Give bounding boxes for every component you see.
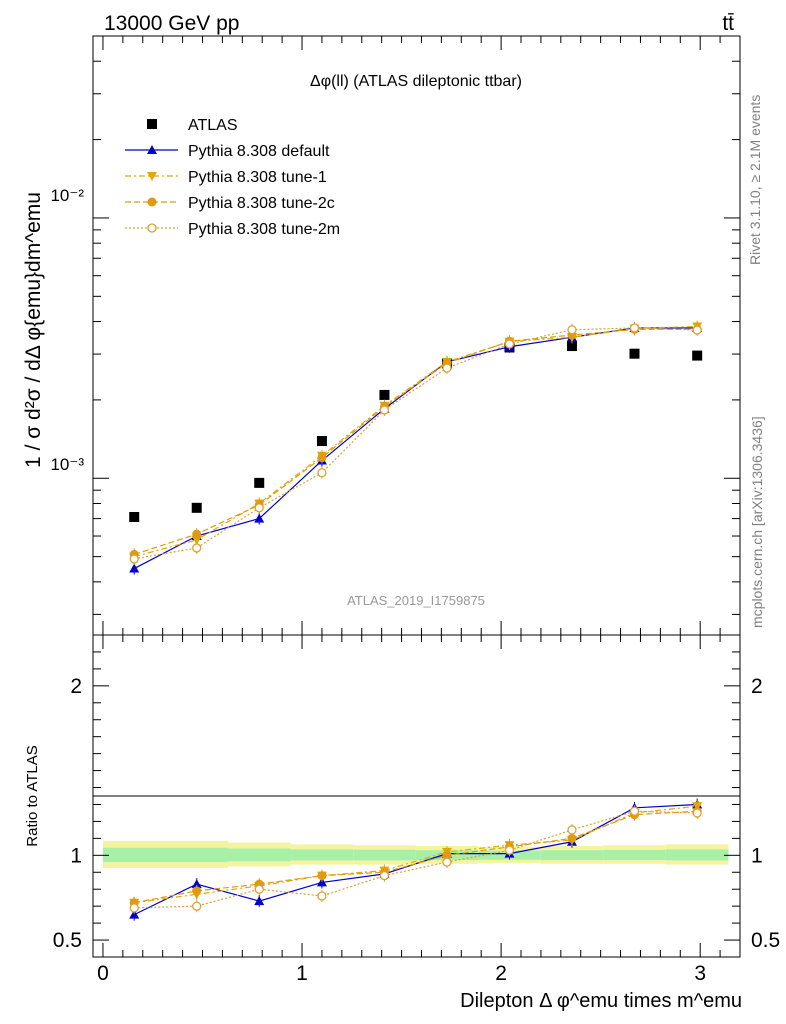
- main-point-pythia-8-308-tune-1: [191, 535, 202, 545]
- main-axis-ticks: [93, 35, 740, 635]
- main-point-atlas: [316, 436, 327, 447]
- ratio-line-pythia-8-308-tune-2m: [134, 810, 698, 909]
- ratio-point-pythia-8-308-tune-2m: [692, 808, 702, 818]
- ratio-plot-frame: [92, 634, 741, 958]
- ratio-line-pythia-8-308-tune-2c: [134, 810, 698, 904]
- main-point-pythia-8-308-tune-2m: [567, 325, 577, 335]
- ratio-y-tick-label: 1: [70, 844, 82, 867]
- band-inner-segment: [353, 849, 416, 861]
- process-label: tt̄: [722, 12, 734, 35]
- main-point-pythia-8-308-default: [129, 563, 140, 573]
- main-point-pythia-8-308-tune-2m: [442, 363, 452, 373]
- rivet-label: Rivet 3.1.10, ≥ 2.1M events: [747, 95, 763, 265]
- main-point-pythia-8-308-tune-2m: [317, 468, 327, 478]
- main-point-atlas: [379, 389, 390, 400]
- ratio-point-pythia-8-308-default: [129, 909, 140, 919]
- band-inner-segment: [603, 849, 666, 861]
- ratio-axis-ticks: 0.5 0.5 1 1 2 2 0 1 2 3: [53, 634, 780, 985]
- legend-label-pythia-8-308-default: Pythia 8.308 default: [188, 143, 330, 160]
- main-point-atlas: [191, 502, 202, 513]
- legend-label-pythia-8-308-tune-1: Pythia 8.308 tune-1: [188, 169, 327, 186]
- ratio-point-pythia-8-308-tune-2m: [254, 884, 264, 894]
- x-tick-label: 1: [296, 962, 308, 985]
- band-inner-segment: [227, 848, 291, 862]
- x-axis-label: Dilepton Δ φ^emu times m^emu: [460, 990, 742, 1012]
- main-point-pythia-8-308-tune-2m: [692, 325, 702, 335]
- y-tick-label-1e-2: 10⁻²: [50, 186, 84, 205]
- ratio-point-pythia-8-308-default: [254, 896, 265, 906]
- main-point-atlas: [254, 477, 265, 488]
- ratio-point-pythia-8-308-tune-2m: [379, 871, 390, 881]
- main-point-pythia-8-308-tune-2m: [254, 503, 264, 513]
- x-tick-label: 3: [694, 962, 706, 985]
- ratio-line-pythia-8-308-tune-1: [134, 805, 698, 904]
- ratio-y-axis-label: Ratio to ATLAS: [24, 745, 41, 846]
- legend: ATLAS Pythia 8.308 default Pythia 8.308 tu…: [125, 117, 340, 238]
- ratio-point-pythia-8-308-tune-2m: [442, 857, 452, 867]
- main-plot-title: Δφ(ll) (ATLAS dileptonic ttbar): [310, 73, 522, 90]
- ratio-point-pythia-8-308-tune-2c: [192, 886, 202, 896]
- ratio-y-tick-label: 2: [70, 675, 82, 698]
- ratio-point-pythia-8-308-default: [316, 877, 327, 887]
- main-point-pythia-8-308-tune-2c: [317, 453, 327, 463]
- mcplots-label: mcplots.cern.ch [arXiv:1306.3436]: [749, 416, 765, 628]
- ratio-point-pythia-8-308-tune-2m: [317, 891, 327, 901]
- main-point-atlas: [692, 350, 703, 361]
- ratio-point-pythia-8-308-tune-2c: [442, 850, 452, 860]
- band-inner-segment: [290, 849, 354, 861]
- band-inner-segment: [665, 849, 729, 861]
- band-inner-segment: [540, 850, 604, 861]
- ratio-point-pythia-8-308-tune-2m: [192, 901, 202, 911]
- x-tick-label: 2: [495, 962, 507, 985]
- main-line-pythia-8-308-default: [133, 327, 698, 570]
- main-point-atlas: [566, 341, 577, 352]
- main-point-atlas: [129, 511, 140, 522]
- main-point-atlas: [629, 348, 640, 359]
- main-point-pythia-8-308-tune-2c: [192, 529, 202, 539]
- legend-marker-pythia-8-308-tune-2m: [147, 223, 157, 233]
- ratio-point-pythia-8-308-tune-2m: [504, 845, 515, 855]
- legend-marker-pythia-8-308-tune-2c: [147, 197, 157, 207]
- ratio-point-pythia-8-308-tune-2m: [629, 806, 640, 816]
- ratio-y-tick-label: 0.5: [53, 929, 82, 952]
- main-point-pythia-8-308-tune-2m: [192, 543, 202, 553]
- ratio-point-pythia-8-308-default: [191, 879, 202, 889]
- ratio-plot-panel: 0.5 0.5 1 1 2 2 0 1 2 3 Ratio to ATLAS Dilepton Δ…: [24, 634, 780, 1012]
- main-line-pythia-8-308-tune-2m: [134, 327, 698, 560]
- main-series-layer: [129, 320, 703, 575]
- legend-marker-pythia-8-308-tune-1: [147, 172, 157, 181]
- ratio-point-pythia-8-308-tune-2m: [129, 903, 139, 913]
- legend-marker-pythia-8-308-default: [147, 145, 157, 154]
- ratio-y-tick-label-right: 2: [751, 675, 763, 698]
- legend-label-pythia-8-308-tune-2m: Pythia 8.308 tune-2m: [188, 221, 340, 238]
- main-line-pythia-8-308-tune-2c: [134, 328, 698, 555]
- ratio-point-pythia-8-308-tune-2c: [317, 871, 327, 881]
- legend-marker-atlas: [147, 119, 157, 129]
- legend-label-atlas: ATLAS: [188, 117, 238, 134]
- main-line-pythia-8-308-tune-1: [134, 325, 698, 558]
- ratio-series-layer: [129, 798, 703, 921]
- y-tick-label-1e-3: 10⁻³: [50, 455, 84, 474]
- legend-label-pythia-8-308-tune-2c: Pythia 8.308 tune-2c: [188, 195, 335, 212]
- main-point-pythia-8-308-tune-2m: [129, 554, 139, 564]
- main-y-axis-label: 1 / σ d²σ / dΔ φ{emu}dm^emu: [22, 192, 45, 468]
- band-inner-segment: [102, 847, 166, 863]
- main-point-pythia-8-308-tune-2m: [504, 339, 515, 349]
- ratio-point-pythia-8-308-tune-2c: [567, 833, 577, 843]
- main-plot-panel: Δφ(ll) (ATLAS dileptonic ttbar) ATLAS_20…: [22, 35, 741, 636]
- ratio-y-tick-label-right: 0.5: [751, 929, 780, 952]
- energy-label: 13000 GeV pp: [104, 12, 239, 35]
- band-inner-segment: [165, 847, 228, 863]
- main-point-pythia-8-308-tune-2m: [379, 405, 390, 415]
- main-point-pythia-8-308-tune-2m: [629, 323, 640, 333]
- ratio-y-tick-label-right: 1: [751, 844, 763, 867]
- main-point-pythia-8-308-default: [254, 513, 265, 523]
- watermark-label: ATLAS_2019_I1759875: [347, 593, 485, 608]
- ratio-point-pythia-8-308-tune-2m: [567, 825, 577, 835]
- x-tick-label: 0: [97, 962, 109, 985]
